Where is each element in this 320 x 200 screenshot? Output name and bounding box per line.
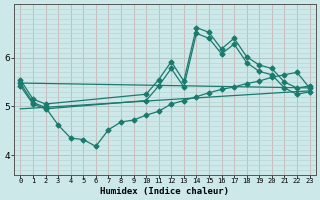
X-axis label: Humidex (Indice chaleur): Humidex (Indice chaleur) bbox=[100, 187, 229, 196]
